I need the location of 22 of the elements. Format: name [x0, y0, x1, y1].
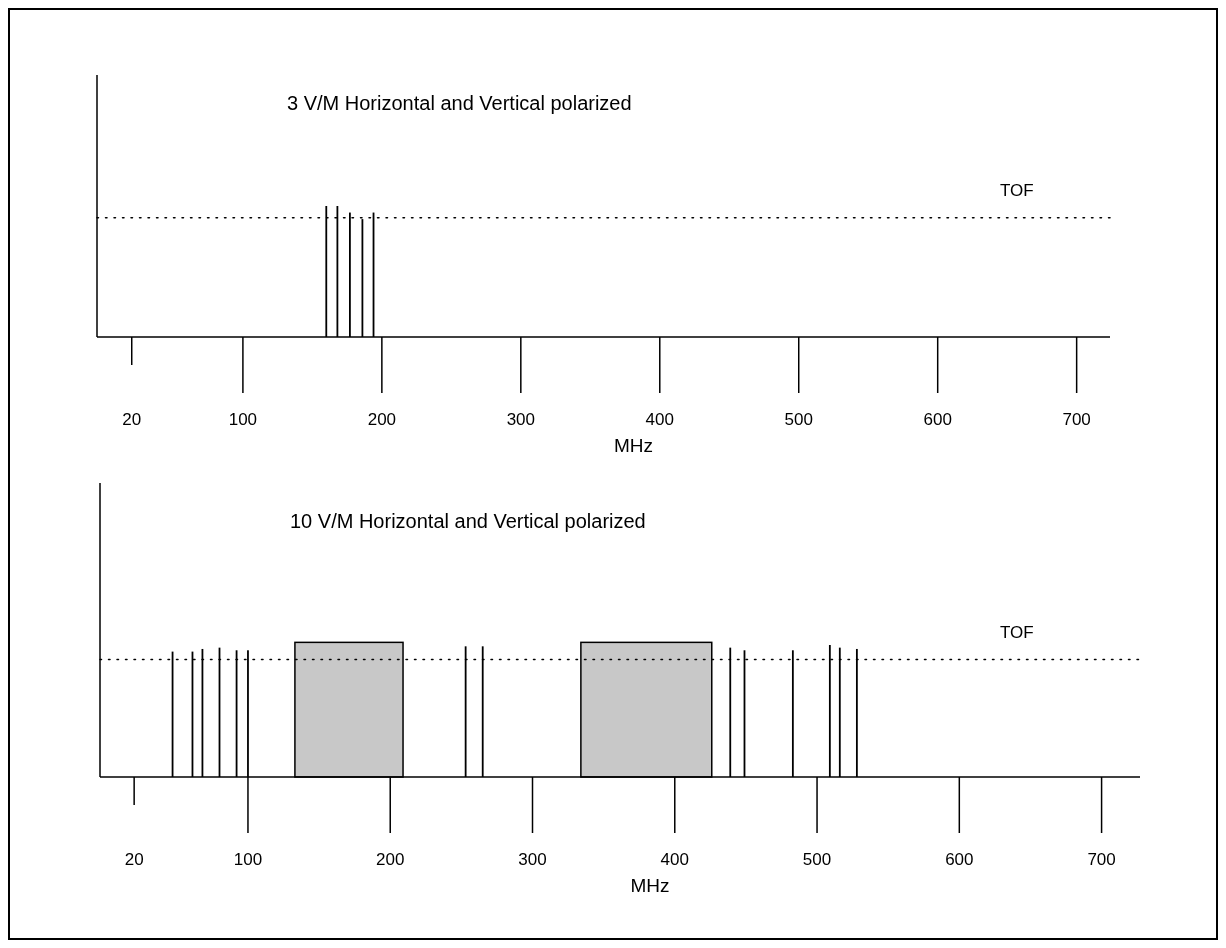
- x-tick-label: 200: [376, 850, 405, 869]
- x-tick-label: 700: [1062, 410, 1091, 429]
- x-tick-label: 20: [124, 850, 144, 869]
- x-tick-label: 300: [518, 850, 547, 869]
- x-tick-label: 200: [367, 410, 397, 429]
- x-tick-label: 100: [228, 410, 258, 429]
- x-tick-label: 700: [1087, 850, 1116, 869]
- x-tick-label: 20: [122, 410, 142, 429]
- x-tick-label: 500: [784, 410, 813, 429]
- x-tick-label: 500: [802, 850, 832, 869]
- x-tick-label: 100: [233, 850, 263, 869]
- ref-line-label: TOF: [1000, 180, 1034, 200]
- x-tick-label: 600: [945, 850, 974, 869]
- chart-title: 3 V/M Horizontal and Vertical polarized: [287, 92, 632, 114]
- x-tick-label: 400: [645, 410, 674, 429]
- x-tick-label: 600: [923, 410, 952, 429]
- x-axis-title: MHz: [613, 435, 654, 456]
- x-tick-label: 300: [506, 410, 536, 429]
- x-axis-title: MHz: [630, 875, 670, 896]
- chart-title: 10 V/M Horizontal and Vertical polarized: [290, 510, 646, 532]
- ref-line-label: TOF: [1000, 622, 1034, 642]
- x-tick-label: 400: [660, 850, 689, 869]
